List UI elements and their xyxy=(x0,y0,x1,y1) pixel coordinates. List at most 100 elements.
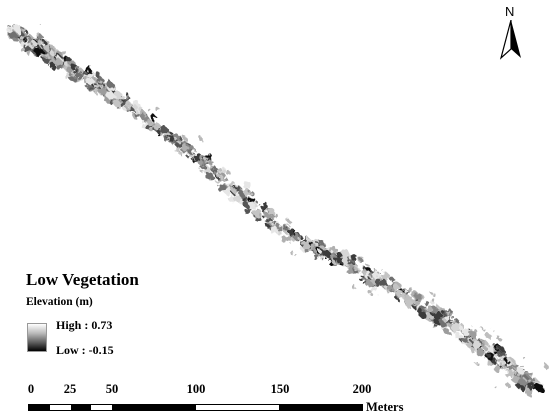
vegetation-patch xyxy=(117,106,120,110)
vegetation-patch xyxy=(32,41,37,46)
vegetation-speck xyxy=(290,250,295,256)
vegetation-speck xyxy=(496,357,501,362)
vegetation-patch xyxy=(424,313,432,321)
vegetation-patch xyxy=(9,28,12,31)
vegetation-patch xyxy=(50,51,55,56)
vegetation-patch xyxy=(536,384,544,393)
vegetation-patch xyxy=(281,236,288,243)
vegetation-patch xyxy=(27,52,32,57)
vegetation-patch xyxy=(257,202,260,205)
scale-tick-100: 100 xyxy=(186,382,206,396)
vegetation-patch xyxy=(89,87,94,91)
vegetation-patch xyxy=(493,365,501,372)
vegetation-speck xyxy=(73,72,77,76)
vegetation-patch xyxy=(216,166,221,171)
vegetation-patch xyxy=(485,332,491,339)
vegetation-speck xyxy=(182,136,187,141)
vegetation-patch xyxy=(134,113,139,118)
vegetation-patch xyxy=(114,100,121,108)
vegetation-patch xyxy=(166,136,169,140)
vegetation-patch xyxy=(476,348,485,357)
vegetation-patch xyxy=(363,269,367,272)
vegetation-patch xyxy=(210,164,213,167)
vegetation-speck xyxy=(386,289,390,294)
scale-bar-segment xyxy=(49,405,71,410)
vegetation-patch xyxy=(412,300,419,308)
vegetation-patch xyxy=(445,316,450,321)
vegetation-patch xyxy=(301,241,310,250)
vegetation-patch xyxy=(341,257,350,266)
vegetation-patch xyxy=(484,350,487,354)
vegetation-patch xyxy=(418,300,422,303)
vegetation-patch xyxy=(424,300,430,307)
vegetation-patch xyxy=(219,175,224,181)
vegetation-patch xyxy=(213,171,218,176)
vegetation-speck xyxy=(50,55,53,58)
vegetation-patch xyxy=(187,156,191,159)
vegetation-patch xyxy=(163,136,167,141)
vegetation-patch xyxy=(333,255,337,259)
vegetation-speck xyxy=(506,383,511,388)
vegetation-patch xyxy=(95,71,101,78)
vegetation-patch xyxy=(508,364,516,371)
scale-tick-25: 25 xyxy=(63,382,77,396)
scale-tick-50: 50 xyxy=(105,382,119,396)
scale-bar-segment xyxy=(112,405,196,410)
vegetation-speck xyxy=(514,370,519,375)
vegetation-speck xyxy=(432,324,436,328)
vegetation-patch xyxy=(97,80,100,83)
vegetation-speck xyxy=(494,385,497,389)
vegetation-patch xyxy=(527,382,535,390)
vegetation-patch xyxy=(247,201,256,210)
scale-tick-0: 0 xyxy=(27,382,35,396)
vegetation-patch xyxy=(274,213,279,218)
vegetation-patch xyxy=(175,139,180,143)
vegetation-speck xyxy=(394,283,396,286)
vegetation-patch xyxy=(434,311,442,319)
vegetation-patch xyxy=(494,353,498,357)
vegetation-patch xyxy=(467,337,471,341)
vegetation-patch xyxy=(341,249,350,258)
vegetation-speck xyxy=(527,378,531,382)
scale-bar xyxy=(28,404,363,411)
legend-title: Low Vegetation xyxy=(26,270,139,289)
vegetation-patch xyxy=(60,64,63,68)
vegetation-patch xyxy=(330,251,335,255)
vegetation-patch xyxy=(451,319,454,323)
vegetation-patch xyxy=(65,57,72,64)
vegetation-patch xyxy=(75,66,80,70)
vegetation-speck xyxy=(149,127,154,132)
vegetation-patch xyxy=(19,39,24,44)
vegetation-speck xyxy=(496,335,501,340)
vegetation-speck xyxy=(45,40,49,44)
vegetation-patch xyxy=(487,353,492,358)
vegetation-patch xyxy=(219,168,226,175)
vegetation-patch xyxy=(242,197,246,202)
vegetation-patch xyxy=(413,292,422,301)
vegetation-patch xyxy=(472,340,481,349)
vegetation-patch xyxy=(261,206,267,212)
elevation-color-ramp xyxy=(27,323,47,352)
vegetation-patch xyxy=(369,272,375,278)
vegetation-patch xyxy=(243,189,251,197)
vegetation-patch xyxy=(93,77,96,80)
scale-bar-segment xyxy=(195,405,279,410)
vegetation-patch xyxy=(287,224,290,227)
vegetation-speck xyxy=(366,263,369,267)
vegetation-speck xyxy=(523,357,527,361)
vegetation-speck xyxy=(524,378,527,381)
vegetation-speck xyxy=(500,362,504,367)
vegetation-patch xyxy=(497,348,506,357)
vegetation-patch xyxy=(43,55,48,59)
vegetation-patch xyxy=(68,72,72,76)
vegetation-speck xyxy=(287,219,291,223)
vegetation-patch xyxy=(95,76,104,84)
vegetation-patch xyxy=(133,104,138,110)
vegetation-patch xyxy=(12,23,16,27)
vegetation-speck xyxy=(41,53,44,56)
vegetation-patch xyxy=(262,201,267,206)
vegetation-speck xyxy=(351,284,356,290)
vegetation-speck xyxy=(319,244,324,249)
vegetation-patch xyxy=(228,180,234,186)
vegetation-patch xyxy=(383,272,390,279)
